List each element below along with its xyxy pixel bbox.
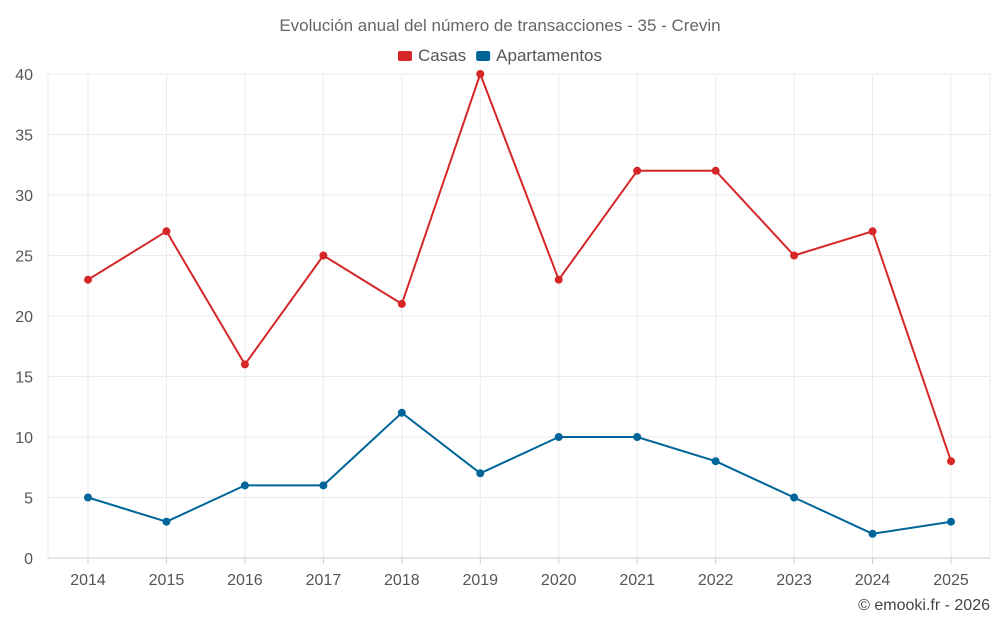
data-point-casas[interactable] (162, 227, 171, 236)
series-layer (84, 70, 955, 538)
data-point-apartamentos[interactable] (790, 493, 799, 502)
data-point-casas[interactable] (790, 251, 799, 260)
data-point-casas[interactable] (868, 227, 877, 236)
data-point-casas[interactable] (554, 275, 563, 284)
legend: Casas Apartamentos (397, 46, 602, 65)
legend-label: Casas (418, 46, 466, 65)
data-point-casas[interactable] (84, 275, 92, 284)
data-point-casas[interactable] (319, 251, 328, 260)
x-tick-label: 2024 (855, 572, 891, 589)
x-tick-label: 2019 (462, 572, 498, 589)
x-tick-label: 2025 (933, 572, 969, 589)
chart-title: Evolución anual del número de transaccio… (279, 16, 720, 35)
y-axis: 0 5 10 15 20 25 30 35 40 (15, 67, 33, 568)
data-point-apartamentos[interactable] (633, 433, 642, 441)
x-tick-label: 2021 (619, 572, 655, 589)
y-tick-label: 25 (15, 249, 33, 266)
data-point-apartamentos[interactable] (947, 517, 955, 526)
x-tick-label: 2023 (776, 572, 812, 589)
x-tick-label: 2017 (306, 572, 342, 589)
data-point-apartamentos[interactable] (711, 457, 720, 466)
data-point-casas[interactable] (476, 70, 485, 78)
x-tick-label: 2014 (70, 572, 106, 589)
y-tick-label: 35 (15, 128, 33, 145)
series-line-apartamentos (87, 411, 952, 535)
x-tick-label: 2018 (384, 572, 420, 589)
grid (47, 73, 991, 558)
data-point-apartamentos[interactable] (162, 517, 171, 526)
data-point-casas[interactable] (711, 166, 720, 175)
y-tick-label: 40 (15, 67, 33, 84)
x-tick-label: 2022 (698, 572, 734, 589)
data-point-casas[interactable] (397, 299, 406, 308)
y-tick-label: 30 (15, 188, 33, 205)
y-tick-label: 5 (24, 491, 33, 508)
data-point-apartamentos[interactable] (476, 469, 485, 478)
y-tick-label: 10 (15, 430, 33, 447)
data-point-apartamentos[interactable] (319, 481, 328, 490)
credit-text: © emooki.fr - 2026 (858, 597, 990, 614)
y-tick-label: 15 (15, 370, 33, 387)
data-point-casas[interactable] (240, 360, 249, 369)
x-tick-label: 2015 (149, 572, 185, 589)
y-tick-label: 20 (15, 309, 33, 326)
data-point-casas[interactable] (633, 166, 642, 175)
data-point-apartamentos[interactable] (397, 408, 406, 417)
legend-swatch (397, 51, 412, 61)
legend-item-apartamentos[interactable]: Apartamentos (476, 46, 602, 65)
data-point-apartamentos[interactable] (84, 493, 92, 502)
series-line-casas (87, 73, 952, 462)
data-point-apartamentos[interactable] (868, 529, 877, 538)
x-axis: 2014 2015 2016 2017 2018 2019 2020 2021 2022 2023… (48, 557, 990, 589)
data-point-apartamentos[interactable] (240, 481, 249, 490)
data-point-casas[interactable] (947, 457, 955, 466)
data-point-apartamentos[interactable] (554, 433, 563, 441)
legend-swatch (476, 51, 491, 61)
x-tick-label: 2016 (227, 572, 263, 589)
legend-item-casas[interactable]: Casas (397, 46, 466, 65)
x-tick-label: 2020 (541, 572, 577, 589)
y-tick-label: 0 (24, 551, 33, 568)
legend-label: Apartamentos (496, 46, 602, 65)
